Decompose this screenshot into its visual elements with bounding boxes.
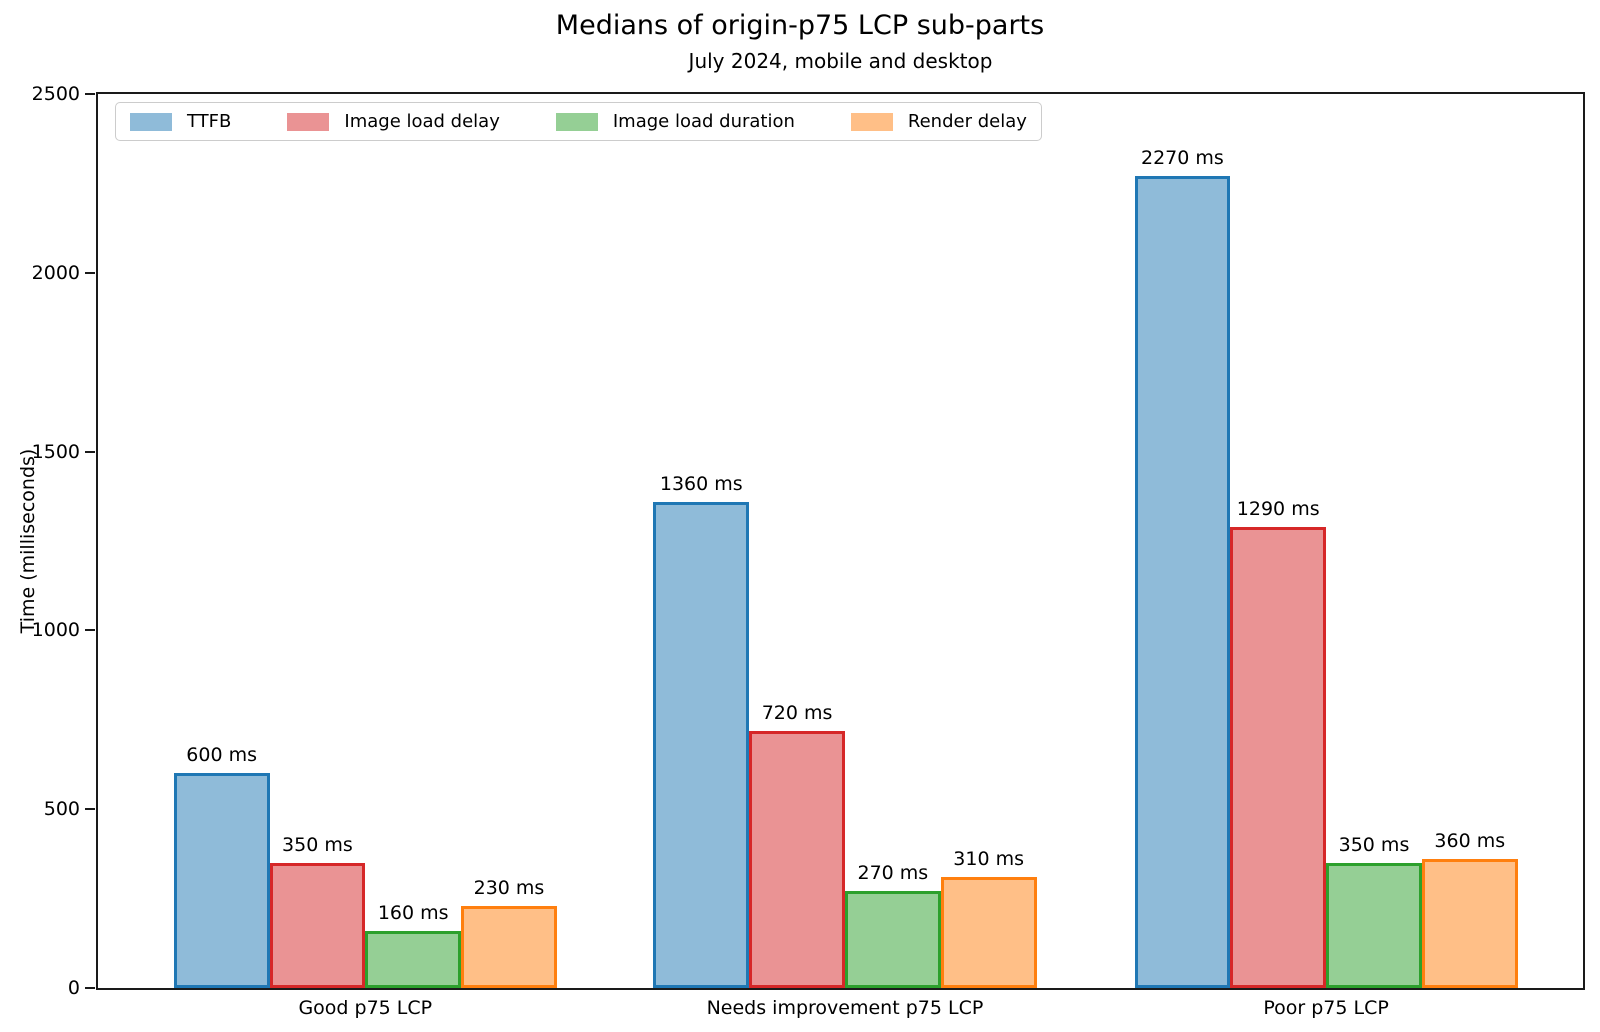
bar-image-load-delay-poor-p75-lcp (1230, 526, 1327, 988)
bar-image-load-duration-needs-improvement-p75-lcp (844, 891, 941, 988)
bar-slot-image-load-delay-needs-improvement-p75-lcp: 720 ms (749, 702, 845, 988)
bar-slot-render-delay-poor-p75-lcp: 360 ms (1421, 830, 1518, 988)
bar-slot-render-delay-needs-improvement-p75-lcp: 310 ms (940, 848, 1037, 988)
bar-value-label-render-delay-needs-improvement-p75-lcp: 310 ms (953, 848, 1024, 871)
y-tick-label-500: 500 (43, 798, 80, 821)
bar-image-load-delay-needs-improvement-p75-lcp (749, 730, 845, 988)
bar-value-label-render-delay-good-p75-lcp: 230 ms (473, 876, 545, 899)
bar-value-label-image-load-delay-needs-improvement-p75-lcp: 720 ms (761, 701, 833, 724)
legend-label-ttfb: TTFB (187, 111, 232, 132)
bar-slot-render-delay-good-p75-lcp: 230 ms (461, 877, 557, 988)
bar-render-delay-poor-p75-lcp (1421, 859, 1518, 988)
y-tick-label-0: 0 (67, 977, 80, 999)
x-tick-label-good-p75-lcp: Good p75 LCP (298, 997, 433, 1019)
y-tick-mark-500 (85, 808, 95, 811)
legend-label-image-load-delay: Image load delay (344, 111, 500, 132)
bar-slot-image-load-delay-poor-p75-lcp: 1290 ms (1230, 498, 1327, 988)
bar-ttfb-poor-p75-lcp (1134, 176, 1231, 988)
legend-label-image-load-duration: Image load duration (612, 111, 795, 132)
y-axis-label: Time (milliseconds) (17, 448, 39, 634)
bar-slot-image-load-duration-poor-p75-lcp: 350 ms (1326, 834, 1422, 988)
y-tick-mark-1500 (85, 450, 95, 453)
legend: TTFB Image load delay Image load duration R… (115, 102, 1042, 141)
legend-item-ttfb: TTFB (130, 111, 231, 132)
bar-slot-image-load-duration-needs-improvement-p75-lcp: 270 ms (844, 862, 941, 988)
bar-slot-ttfb-poor-p75-lcp: 2270 ms (1134, 147, 1231, 988)
plot-area: 0 500 1000 1500 2000 2500 600 ms 350 ms 160 ms 2… (32, 83, 1585, 1019)
bar-value-label-render-delay-poor-p75-lcp: 360 ms (1434, 830, 1506, 853)
bar-image-load-duration-good-p75-lcp (365, 930, 462, 988)
chart-title: Medians of origin-p75 LCP sub-parts (555, 10, 1045, 41)
y-tick-mark-2000 (85, 271, 95, 274)
y-tick-label-2500: 2500 (31, 83, 80, 105)
y-tick-mark-2500 (85, 93, 95, 95)
y-tick-label-2000: 2000 (31, 261, 80, 284)
bar-value-label-image-load-duration-needs-improvement-p75-lcp: 270 ms (857, 862, 929, 885)
legend-item-image-load-duration: Image load duration (555, 111, 795, 132)
y-tick-label-1500: 1500 (31, 440, 80, 463)
bar-value-label-image-load-duration-good-p75-lcp: 160 ms (377, 901, 449, 924)
bar-value-label-image-load-duration-poor-p75-lcp: 350 ms (1338, 833, 1410, 856)
x-tick-label-needs-improvement-p75-lcp: Needs improvement p75 LCP (706, 997, 984, 1019)
legend-swatch-render-delay (850, 112, 893, 131)
chart-subtitle: July 2024, mobile and desktop (688, 49, 993, 73)
bar-slot-image-load-delay-good-p75-lcp: 350 ms (269, 834, 366, 988)
bar-value-label-ttfb-needs-improvement-p75-lcp: 1360 ms (659, 472, 743, 495)
y-tick-label-1000: 1000 (31, 619, 80, 642)
bar-ttfb-good-p75-lcp (173, 773, 270, 988)
bar-slot-ttfb-needs-improvement-p75-lcp: 1360 ms (653, 473, 750, 988)
bar-slot-image-load-duration-good-p75-lcp: 160 ms (365, 902, 462, 988)
legend-swatch-image-load-duration (555, 112, 598, 131)
bar-value-label-ttfb-poor-p75-lcp: 2270 ms (1141, 147, 1224, 170)
y-tick-mark-1000 (85, 629, 95, 632)
bar-value-label-ttfb-good-p75-lcp: 600 ms (186, 744, 257, 767)
bar-image-load-duration-poor-p75-lcp (1326, 862, 1422, 988)
legend-swatch-image-load-delay (287, 112, 330, 131)
legend-swatch-ttfb (130, 112, 172, 131)
bar-render-delay-needs-improvement-p75-lcp (940, 877, 1037, 988)
x-tick-label-poor-p75-lcp: Poor p75 LCP (1263, 997, 1389, 1019)
legend-item-image-load-delay: Image load delay (287, 111, 500, 132)
legend-item-render-delay: Render delay (850, 111, 1027, 132)
bar-ttfb-needs-improvement-p75-lcp (653, 501, 750, 988)
bar-slot-ttfb-good-p75-lcp: 600 ms (173, 744, 270, 988)
bar-image-load-delay-good-p75-lcp (269, 862, 366, 988)
bar-render-delay-good-p75-lcp (461, 905, 557, 988)
y-tick-mark-0 (85, 987, 95, 989)
legend-label-render-delay: Render delay (907, 111, 1027, 132)
bar-value-label-image-load-delay-poor-p75-lcp: 1290 ms (1236, 497, 1320, 520)
bar-value-label-image-load-delay-good-p75-lcp: 350 ms (282, 833, 353, 856)
